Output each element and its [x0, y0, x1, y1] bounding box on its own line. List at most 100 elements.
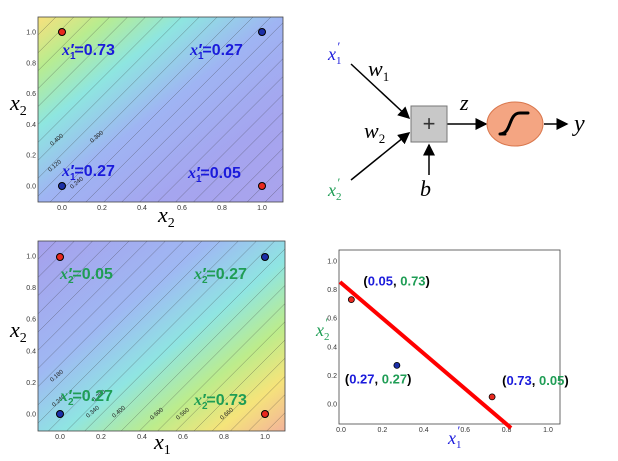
x-tick-label: 0.8 [217, 205, 227, 212]
scatter-point-label: (0.05, 0.73) [363, 274, 430, 289]
sigmoid-node [486, 101, 544, 147]
contour-line [38, 241, 112, 315]
neuron-diagram: x1′ x2′ w1 w2 + b z y [327, 39, 585, 203]
y-tick-label: 0.0 [26, 184, 36, 191]
input-x2-label: x2′ [327, 175, 342, 203]
contour-line [139, 58, 283, 202]
contour-line [38, 17, 110, 90]
decision-boundary-line [338, 280, 513, 430]
bl-frame [37, 240, 286, 432]
contour-line [38, 241, 93, 296]
x-tick-label: 0.4 [137, 434, 147, 441]
contour-line [139, 284, 285, 431]
tl-point-red [258, 182, 266, 190]
br-points: (0.05, 0.73) (0.27, 0.27) (0.73, 0.05) [345, 274, 569, 401]
contour-line [38, 241, 203, 406]
contour-line [38, 241, 221, 424]
contour-line [230, 376, 285, 431]
contour-line [38, 241, 130, 333]
y-tick-label: 0.8 [26, 60, 36, 67]
weight-w2-label: w2 [364, 118, 385, 146]
br-ticks: 0.0 0.2 0.4 0.6 0.8 1.0 1.0 0.8 0.6 0.4 0.2 0.0 [327, 259, 553, 435]
contour-line [38, 17, 75, 54]
y-tick-label: 1.0 [26, 30, 36, 37]
contour-line [38, 17, 164, 143]
x-tick-label: 0.8 [502, 427, 512, 434]
contour-line [38, 17, 218, 197]
contour-line [38, 17, 128, 107]
bias-label: b [420, 176, 431, 201]
tl-contours [38, 17, 283, 202]
x-tick-label: 0.6 [178, 434, 188, 441]
panel-bottom-right: 0.0 0.2 0.4 0.6 0.8 1.0 1.0 0.8 0.6 0.4 0.2 0.0 (0.… [315, 249, 569, 451]
x-tick-label: 0.2 [96, 434, 106, 441]
contour-line [38, 241, 184, 388]
scatter-point-label: (0.27, 0.27) [345, 371, 412, 386]
contour-line [193, 112, 283, 202]
y-tick-label: 0.0 [327, 402, 337, 409]
contour-line [211, 357, 285, 431]
contour-line [84, 241, 275, 431]
contour-line [102, 248, 285, 431]
bl-point-blue [56, 410, 64, 418]
bl-annotation: x2′=0.05 [59, 266, 113, 286]
bl-point-red [56, 253, 64, 261]
weight-w1-label: w1 [368, 56, 389, 84]
contour-line [157, 76, 283, 202]
y-tick-label: 0.2 [26, 380, 36, 387]
panel-top-left: 0.0 0.2 0.4 0.6 0.8 1.0 1.0 0.8 0.6 0.4 0.2 0.0 0.4… [9, 16, 284, 231]
x-tick-label: 0.2 [97, 205, 107, 212]
contour-line [193, 339, 285, 431]
contour-line [38, 17, 182, 161]
contour-line [38, 241, 148, 351]
bl-point-red [261, 410, 269, 418]
contour-line [246, 165, 283, 202]
sum-symbol: + [423, 111, 436, 136]
x-tick-label: 0.0 [336, 427, 346, 434]
contour-line [248, 394, 285, 431]
contour-line [211, 129, 283, 202]
contour-line [85, 17, 272, 202]
edge-x2-to-sum [350, 132, 411, 181]
contour-line [38, 241, 166, 369]
bl-annotation: x2′=0.73 [193, 392, 247, 412]
contour-line [175, 94, 283, 202]
x-tick-label: 0.0 [55, 434, 65, 441]
x-tick-label: 0.4 [419, 427, 429, 434]
y-tick-label: 0.6 [26, 91, 36, 98]
tl-point-blue [58, 182, 66, 190]
y-tick-label: 0.2 [327, 373, 337, 380]
bl-annotation: x2′=0.27 [59, 388, 113, 408]
sigmoid-curve-icon [498, 111, 530, 136]
x-tick-label: 0.4 [137, 205, 147, 212]
contour-line [49, 17, 236, 202]
contour-line [175, 321, 285, 431]
tl-ticks: 0.0 0.2 0.4 0.6 0.8 1.0 1.0 0.8 0.6 0.4 0.2 0.0 [26, 30, 267, 213]
scatter-point [393, 361, 401, 369]
tl-point-blue [258, 28, 266, 36]
y-tick-label: 0.6 [327, 316, 337, 323]
tl-frame [37, 16, 284, 203]
x-tick-label: 0.0 [57, 205, 67, 212]
scatter-point-label: (0.73, 0.05) [502, 373, 569, 388]
tl-annotation: x1′=0.27 [61, 163, 115, 183]
tl-y-axis-label: x2 [9, 90, 27, 119]
bl-contours [38, 241, 285, 431]
contour-line [38, 17, 92, 72]
y-tick-label: 1.0 [327, 259, 337, 266]
y-tick-label: 0.8 [327, 287, 337, 294]
bl-annotation: x2′=0.27 [193, 266, 247, 286]
x-tick-label: 0.8 [219, 434, 229, 441]
scatter-point [347, 296, 355, 304]
edge-x1-to-sum [350, 63, 411, 120]
sum-node [410, 105, 448, 143]
tl-annotation: x1′=0.05 [187, 165, 241, 185]
tl-x-axis-label: x2 [157, 202, 175, 231]
contour-line [67, 17, 254, 202]
contour-line [103, 22, 283, 202]
y-tick-label: 0.4 [327, 344, 337, 351]
bl-y-axis-label: x2 [9, 317, 27, 346]
contour-line [38, 17, 200, 179]
y-tick-label: 0.4 [26, 348, 36, 355]
